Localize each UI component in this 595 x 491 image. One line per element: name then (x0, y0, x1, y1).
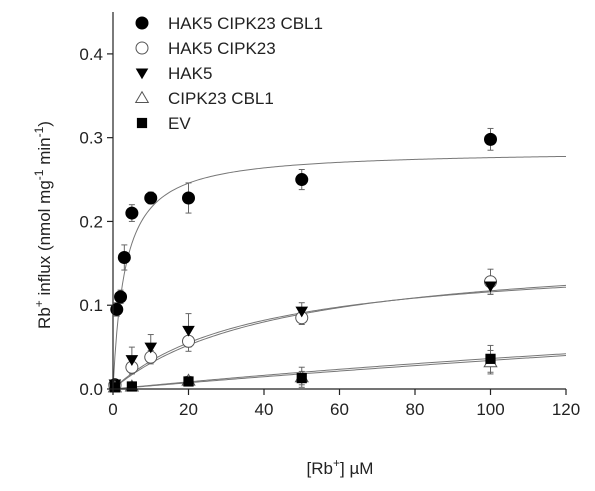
y-tick-label: 0.0 (79, 380, 103, 399)
legend-marker-2 (135, 68, 149, 80)
data-point-series-4 (183, 376, 194, 387)
axes: 0 20 40 60 80 100 120 0.0 0.1 0.2 0.3 0.4 (79, 12, 580, 419)
data-point-series-0 (144, 191, 158, 205)
data-point-series-2 (144, 342, 158, 354)
data-point-series-0 (182, 191, 195, 205)
plot-area (107, 127, 567, 393)
y-tick-label: 0.1 (79, 296, 103, 315)
legend: HAK5 CIPK23 CBL1 HAK5 CIPK23 HAK5 CIPK23 CB… (134, 14, 323, 133)
data-point-series-2 (484, 281, 497, 293)
x-tick-label: 60 (330, 400, 349, 419)
data-point-series-0 (125, 206, 139, 220)
data-point-series-0 (110, 302, 124, 316)
x-axis-label-post: ] µM (340, 459, 373, 478)
y-axis-label-b: influx (nmol mg (35, 180, 54, 300)
data-point-series-4 (296, 373, 307, 384)
fit-curve-2 (112, 286, 567, 390)
x-tick-label: 120 (552, 400, 580, 419)
y-axis-label-a: Rb (35, 307, 54, 329)
x-tick-label: 80 (406, 400, 425, 419)
x-axis-label-sup: + (333, 456, 340, 470)
data-point-series-0 (295, 173, 309, 187)
legend-label-4: EV (168, 114, 191, 133)
data-point-series-4 (485, 353, 496, 364)
legend-label-0: HAK5 CIPK23 CBL1 (168, 14, 323, 33)
y-tick-label: 0.4 (79, 45, 103, 64)
legend-marker-1 (135, 41, 149, 55)
x-axis-label: [Rb+] µM (307, 456, 374, 478)
fit-curve-0 (112, 155, 567, 390)
x-tick-label: 40 (255, 400, 274, 419)
x-tick-label: 20 (179, 400, 198, 419)
legend-label-3: CIPK23 CBL1 (168, 89, 274, 108)
data-point-series-2 (295, 306, 309, 318)
y-tick-label: 0.2 (79, 212, 103, 231)
data-point-series-1 (182, 334, 195, 348)
legend-marker-0 (135, 16, 149, 30)
legend-label-1: HAK5 CIPK23 (168, 39, 276, 58)
y-axis-label-d: ) (35, 121, 54, 127)
y-axis-label-c-sup: -1 (32, 126, 46, 137)
fit-curve-4 (112, 354, 567, 390)
y-axis-label-c: min (35, 137, 54, 169)
data-point-series-0 (484, 132, 497, 146)
legend-marker-3 (134, 90, 150, 103)
y-axis-label-b-sup: -1 (32, 169, 46, 180)
x-tick-label: 0 (108, 400, 117, 419)
legend-label-2: HAK5 (168, 64, 212, 83)
data-point-series-0 (117, 250, 131, 264)
y-axis-label-a-sup: + (32, 300, 46, 307)
fit-curve-1 (112, 284, 567, 390)
data-point-series-0 (114, 290, 128, 304)
y-tick-label: 0.3 (79, 129, 103, 148)
data-point-series-2 (182, 325, 195, 337)
x-axis-label-pre: [Rb (307, 459, 333, 478)
data-point-series-4 (126, 381, 137, 392)
data-point-series-4 (109, 382, 120, 393)
x-tick-label: 100 (476, 400, 504, 419)
data-point-series-2 (125, 355, 139, 366)
y-axis-label: Rb+ influx (nmol mg-1 min-1) (32, 121, 54, 329)
legend-marker-4 (136, 117, 148, 129)
